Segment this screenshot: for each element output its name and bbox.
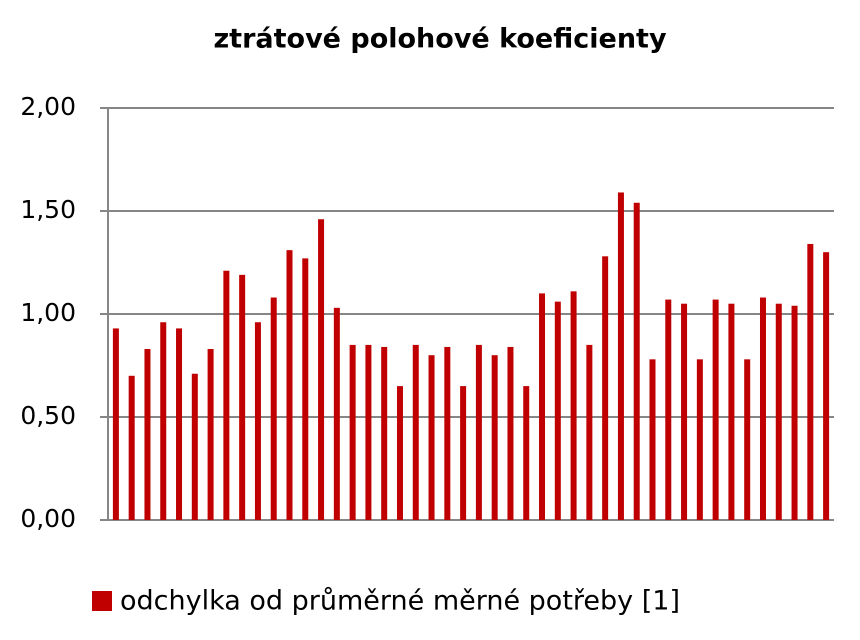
bar [428, 355, 435, 520]
bar [570, 291, 577, 520]
bar [128, 375, 135, 520]
bar [744, 359, 751, 520]
bar [286, 250, 293, 520]
y-tick-label: 1,50 [20, 195, 76, 224]
bar [617, 192, 624, 520]
bar [728, 303, 735, 520]
bar [507, 346, 514, 520]
bar [759, 297, 766, 520]
bar [444, 346, 451, 520]
bar [586, 344, 593, 520]
y-tick-label: 1,00 [20, 298, 76, 327]
bar [333, 307, 340, 520]
y-tick-label: 0,50 [20, 401, 76, 430]
bar [775, 303, 782, 520]
bar [554, 301, 561, 520]
bar [176, 328, 183, 520]
bar [254, 322, 261, 520]
bar [239, 274, 246, 520]
bar [191, 373, 198, 520]
bar [602, 256, 609, 520]
bar [523, 386, 530, 520]
bar [696, 359, 703, 520]
bar [207, 349, 214, 520]
bar [475, 344, 482, 520]
bar [144, 349, 151, 520]
bar [633, 202, 640, 520]
bar [381, 346, 388, 520]
bar [539, 293, 546, 520]
bar [396, 386, 403, 520]
bar [807, 243, 814, 520]
chart-title: ztrátové polohové koeficienty [213, 24, 666, 55]
bar [302, 258, 309, 520]
bar [112, 328, 119, 520]
bar [823, 252, 830, 520]
bar [649, 359, 656, 520]
bar [412, 344, 419, 520]
bar [665, 299, 672, 520]
bar [318, 219, 325, 521]
bar [712, 299, 719, 520]
y-tick-label: 2,00 [20, 92, 76, 121]
bar [681, 303, 688, 520]
bar [270, 297, 277, 520]
bar [791, 305, 798, 520]
bar [160, 322, 167, 520]
y-tick-label: 0,00 [20, 504, 76, 533]
bar [223, 270, 230, 520]
bar [460, 386, 467, 520]
legend-swatch [92, 591, 112, 611]
bar [349, 344, 356, 520]
bar [491, 355, 498, 520]
bar [365, 344, 372, 520]
legend-label: odchylka od průměrné měrné potřeby [1] [120, 586, 680, 617]
